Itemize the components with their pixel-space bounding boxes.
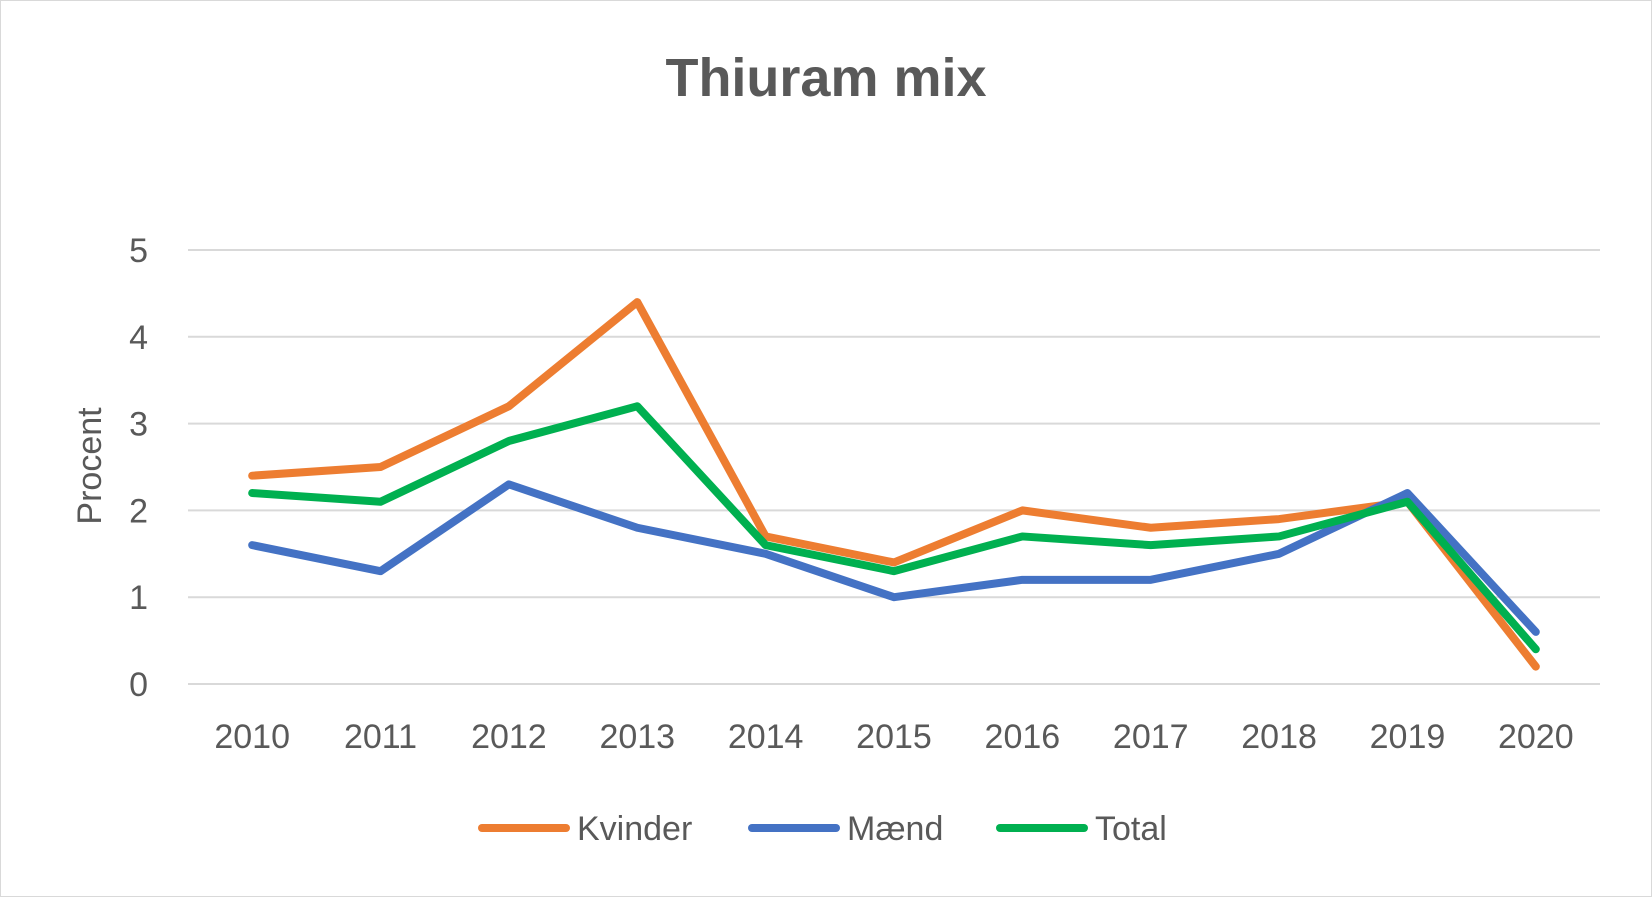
x-axis-ticks: 2010 2011 2012 2013 2014 2015 2016 2017 2018 2019…: [214, 718, 1573, 756]
y-tick-label: 4: [129, 319, 148, 357]
x-tick-label: 2017: [1113, 718, 1189, 756]
gridlines: [188, 249, 1600, 685]
x-tick-label: 2012: [471, 718, 547, 756]
y-tick-label: 2: [129, 492, 148, 530]
x-tick-label: 2020: [1498, 718, 1574, 756]
y-tick-label: 1: [129, 579, 148, 617]
y-tick-label: 5: [129, 232, 148, 270]
x-tick-label: 2018: [1241, 718, 1317, 756]
x-tick-label: 2013: [599, 718, 675, 756]
legend-label: Mænd: [847, 810, 943, 848]
series-lines: [248, 298, 1540, 671]
legend-label: Total: [1095, 810, 1167, 848]
series-line-0: [248, 298, 1540, 671]
y-tick-label: 3: [129, 406, 148, 444]
x-tick-label: 2010: [214, 718, 290, 756]
y-axis-ticks: 0 1 2 3 4 5: [129, 232, 148, 704]
x-tick-label: 2016: [985, 718, 1061, 756]
chart-title: Thiuram mix: [665, 48, 986, 108]
y-tick-label: 0: [129, 666, 148, 704]
legend: Kvinder Mænd Total: [478, 810, 1167, 848]
y-axis-label: Procent: [71, 407, 109, 525]
legend-label: Kvinder: [577, 810, 692, 848]
x-tick-label: 2014: [728, 718, 804, 756]
series-line-1: [248, 480, 1540, 636]
series-line-2: [248, 402, 1540, 654]
x-tick-label: 2019: [1370, 718, 1446, 756]
x-tick-label: 2015: [856, 718, 932, 756]
x-tick-label: 2011: [344, 718, 417, 756]
